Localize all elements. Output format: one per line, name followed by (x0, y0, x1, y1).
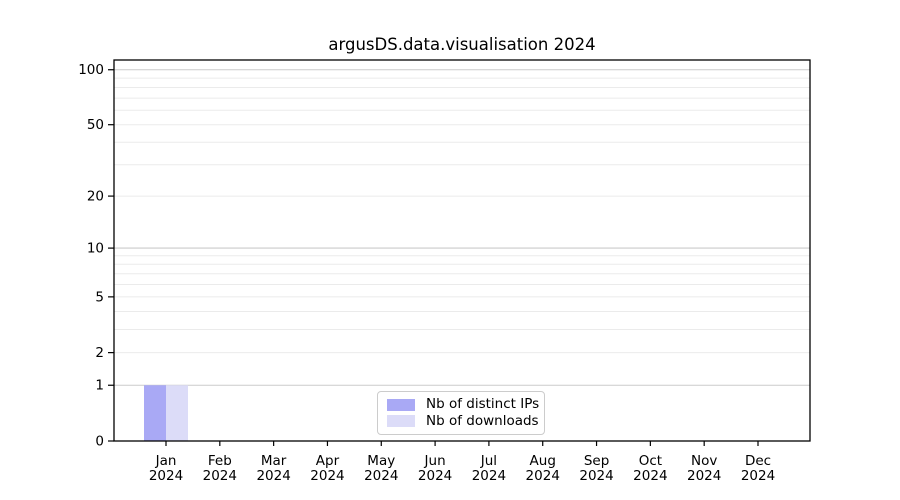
x-tick-label-month: Jan (155, 453, 177, 469)
x-tick-label-month: Dec (745, 453, 771, 469)
legend-swatch-distinct-ips (387, 398, 415, 411)
x-tick-label-month: Jun (424, 453, 446, 469)
bar-downloads (166, 385, 188, 441)
x-tick-label-month: Oct (639, 453, 662, 469)
y-tick-label: 2 (95, 345, 104, 361)
x-tick-label-year: 2024 (526, 468, 560, 484)
x-tick-label-year: 2024 (364, 468, 398, 484)
x-tick-label-year: 2024 (203, 468, 237, 484)
bar-distinct-ips (144, 385, 166, 441)
x-tick-label-month: Feb (208, 453, 232, 469)
x-tick-label-month: Mar (261, 453, 287, 469)
x-tick-label-year: 2024 (472, 468, 506, 484)
x-tick-label-year: 2024 (687, 468, 721, 484)
y-tick-label: 0 (95, 434, 104, 450)
x-tick-label-year: 2024 (579, 468, 613, 484)
x-tick-label-year: 2024 (418, 468, 452, 484)
y-tick-label: 100 (78, 62, 104, 78)
y-tick-label: 5 (95, 289, 104, 305)
x-tick-label-year: 2024 (310, 468, 344, 484)
legend-label-downloads: Nb of downloads (426, 412, 539, 429)
x-tick-label-year: 2024 (256, 468, 290, 484)
y-tick-label: 20 (87, 189, 104, 205)
y-tick-label: 50 (87, 117, 104, 133)
x-tick-label-year: 2024 (741, 468, 775, 484)
x-tick-label-month: Sep (584, 453, 609, 469)
x-tick-label-month: Nov (691, 453, 717, 469)
x-tick-label-month: Apr (316, 453, 340, 469)
x-tick-label-year: 2024 (149, 468, 183, 484)
x-tick-label-month: May (367, 453, 395, 469)
y-tick-label: 10 (87, 241, 104, 257)
legend-item-distinct-ips: Nb of distinct IPs (387, 396, 540, 412)
x-tick-label-month: Aug (530, 453, 556, 469)
y-tick-label: 1 (95, 378, 104, 394)
legend-swatch-downloads (387, 415, 415, 428)
x-tick-label-year: 2024 (633, 468, 667, 484)
x-tick-label-month: Jul (480, 453, 497, 469)
legend-item-downloads: Nb of downloads (387, 412, 539, 429)
legend: Nb of distinct IPs Nb of downloads (377, 391, 545, 435)
chart-title: argusDS.data.visualisation 2024 (328, 35, 596, 54)
legend-label-distinct-ips: Nb of distinct IPs (426, 396, 540, 412)
axes-frame (113, 59, 811, 442)
